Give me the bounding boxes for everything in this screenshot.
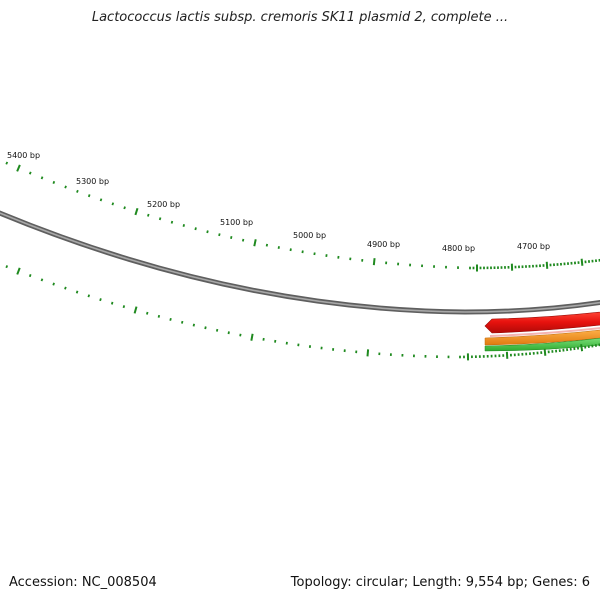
scale-label: 4900 bp xyxy=(367,240,400,249)
minor-tick xyxy=(192,323,196,327)
gene-feature-red[interactable] xyxy=(484,311,600,334)
minor-tick xyxy=(194,227,197,231)
minor-tick xyxy=(52,282,55,286)
major-tick xyxy=(372,258,376,266)
minor-tick xyxy=(111,202,115,206)
minor-tick xyxy=(28,171,32,175)
minor-tick xyxy=(99,298,102,302)
scale-label: 5300 bp xyxy=(76,177,109,186)
major-tick xyxy=(253,239,257,247)
minor-tick xyxy=(40,278,44,282)
major-tick xyxy=(133,306,138,314)
minor-tick xyxy=(181,320,184,324)
gene-feature-red-shadow xyxy=(490,327,600,337)
minor-tick xyxy=(146,311,149,315)
topology-summary: Topology: circular; Length: 9,554 bp; Ge… xyxy=(290,575,590,590)
major-tick xyxy=(16,267,21,275)
major-tick xyxy=(580,344,584,352)
minor-tick xyxy=(147,213,150,217)
minor-tick xyxy=(87,194,91,198)
scale-tick-labels: 5400 bp 5300 bp 5200 bp 5100 bp 5000 bp 4900 … xyxy=(7,151,550,253)
gene-feature-orange[interactable] xyxy=(484,329,600,346)
minor-tick xyxy=(230,236,233,239)
scale-label: 4700 bp xyxy=(517,242,550,251)
major-tick xyxy=(543,348,547,356)
major-tick xyxy=(366,349,370,357)
major-tick xyxy=(134,207,139,216)
minor-tick xyxy=(75,290,79,294)
minor-tick xyxy=(218,233,221,237)
minor-tick xyxy=(123,206,126,210)
scale-label: 5200 bp xyxy=(147,200,180,209)
minor-tick xyxy=(239,333,242,337)
minor-tick xyxy=(169,317,172,321)
minor-tick xyxy=(158,217,162,221)
minor-tick xyxy=(28,274,32,278)
plasmid-backbone-highlight xyxy=(0,212,600,313)
minor-tick xyxy=(5,161,9,165)
plasmid-backbone xyxy=(0,210,600,315)
accession-label: Accession: NC_008504 xyxy=(9,575,157,590)
minor-tick xyxy=(64,185,67,189)
minor-tick xyxy=(110,301,114,305)
minor-tick xyxy=(40,176,44,180)
minor-tick xyxy=(241,238,245,242)
minor-tick xyxy=(227,331,230,335)
minor-tick xyxy=(122,305,126,309)
major-tick xyxy=(16,164,21,172)
minor-tick xyxy=(265,243,269,247)
scale-label: 5000 bp xyxy=(293,231,326,240)
inner-scale-ticks xyxy=(5,265,600,361)
major-tick xyxy=(250,333,254,341)
minor-tick xyxy=(64,286,67,290)
minor-tick xyxy=(157,314,161,318)
minor-tick xyxy=(204,326,207,330)
minor-tick xyxy=(206,230,209,234)
major-tick xyxy=(580,258,584,266)
minor-tick xyxy=(5,265,9,269)
map-title: Lactococcus lactis subsp. cremoris SK11 … xyxy=(91,10,509,25)
major-tick xyxy=(545,261,549,269)
minor-tick xyxy=(170,220,174,224)
scale-label: 4800 bp xyxy=(442,244,475,253)
minor-tick xyxy=(52,180,56,185)
scale-label: 5100 bp xyxy=(220,218,253,227)
outer-scale-ticks xyxy=(5,161,600,272)
minor-tick xyxy=(76,189,79,193)
gene-feature-green[interactable] xyxy=(484,337,600,352)
minor-tick xyxy=(215,328,219,332)
minor-tick xyxy=(87,294,91,298)
minor-tick xyxy=(99,198,103,202)
scale-label: 5400 bp xyxy=(7,151,40,160)
minor-tick xyxy=(182,224,186,228)
